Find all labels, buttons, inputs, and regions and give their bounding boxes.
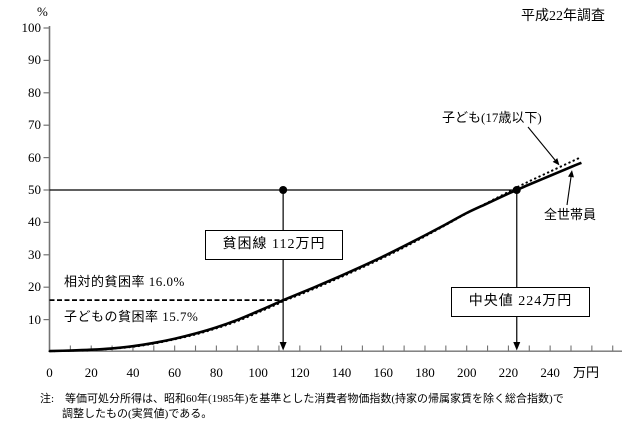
y-tick-label: 70	[28, 117, 41, 133]
y-tick-label: 20	[28, 279, 41, 295]
survey-title: 平成22年調査	[521, 9, 605, 24]
y-tick-label: 80	[28, 84, 41, 100]
poverty-line-callout: 貧困線 112万円	[205, 230, 343, 260]
y-tick-label: 90	[28, 52, 41, 68]
x-tick-label: 200	[456, 365, 477, 380]
drop-arrow-head	[279, 342, 287, 351]
y-tick-label: 60	[28, 149, 41, 165]
footnote-line-1: 注: 等価可処分所得は、昭和60年(1985年)を基準とした消費者物価指数(持家…	[40, 393, 564, 405]
y-tick-label: 10	[28, 311, 41, 327]
drop-arrow-head	[513, 342, 521, 351]
x-tick-label: 180	[415, 365, 435, 380]
x-axis-unit-label: 万円	[573, 365, 600, 380]
marker-dot	[512, 186, 521, 194]
arrow-head	[568, 170, 574, 178]
marker-dot	[279, 186, 288, 194]
x-tick-label: 140	[331, 365, 352, 380]
x-tick-label: 80	[209, 365, 223, 380]
x-tick-label: 160	[373, 365, 394, 380]
x-tick-label: 120	[290, 365, 310, 380]
child-poverty-rate-label: 子どもの貧困率 15.7%	[64, 309, 199, 324]
relative-poverty-rate-label: 相対的貧困率 16.0%	[64, 274, 185, 289]
x-tick-label: 100	[248, 365, 268, 380]
median-callout: 中央値 224万円	[451, 287, 590, 317]
y-tick-label: 100	[21, 20, 42, 35]
x-tick-label: 40	[126, 365, 140, 380]
all-members-curve	[49, 161, 582, 353]
y-tick-label: 50	[28, 182, 41, 197]
x-tick-label: 60	[168, 365, 182, 380]
x-tick-label: 20	[84, 365, 98, 380]
arrow-line	[527, 126, 556, 161]
x-tick-label: 0	[46, 365, 53, 380]
x-tick-label: 240	[540, 365, 560, 380]
y-tick-label: 40	[28, 214, 41, 230]
arrow-head	[552, 158, 560, 166]
footnote-line-2: 調整したもの(実質値)である。	[62, 408, 213, 420]
x-tick-label: 220	[498, 365, 519, 380]
all-members-curve-label: 全世帯員	[544, 207, 597, 222]
y-tick-label: 30	[28, 246, 41, 262]
children-curve-label: 子ども(17歳以下)	[442, 110, 542, 125]
arrow-line	[566, 176, 572, 206]
y-axis-unit-label: %	[37, 4, 48, 19]
